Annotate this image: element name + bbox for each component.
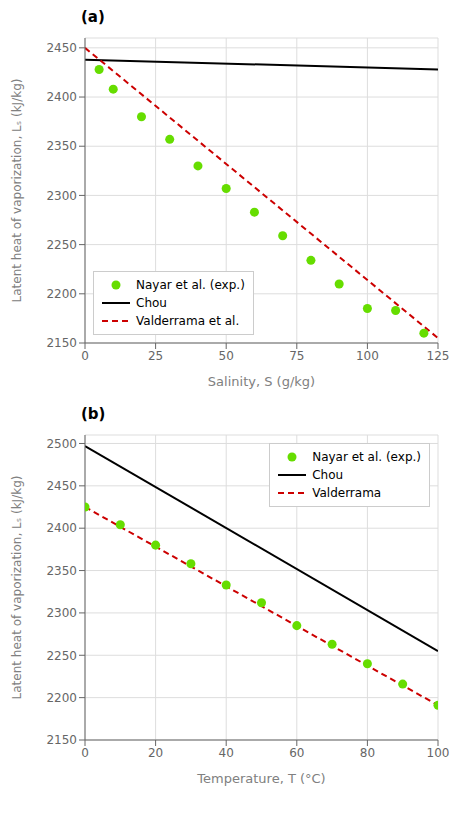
html-text:Valderrama et al.: Valderrama et al. — [136, 314, 240, 328]
svg-text:2150: 2150 — [46, 336, 77, 350]
svg-text:2250: 2250 — [46, 649, 77, 663]
svg-text:0: 0 — [81, 746, 89, 760]
svg-text:80: 80 — [360, 746, 375, 760]
svg-text:40: 40 — [219, 746, 234, 760]
svg-text:2450: 2450 — [46, 41, 77, 55]
svg-text:2300: 2300 — [46, 606, 77, 620]
svg-text:2400: 2400 — [46, 90, 77, 104]
html-text:Chou: Chou — [136, 296, 167, 310]
svg-text:20: 20 — [148, 746, 163, 760]
svg-text:2500: 2500 — [46, 437, 77, 451]
svg-text:2450: 2450 — [46, 479, 77, 493]
html-text:(a): (a) — [81, 8, 105, 26]
svg-text:100: 100 — [356, 349, 379, 363]
svg-text:Latent heat of vaporization, L: Latent heat of vaporization, Lₛ (kJ/kg) — [10, 476, 24, 700]
svg-text:2250: 2250 — [46, 238, 77, 252]
svg-text:50: 50 — [219, 349, 234, 363]
svg-text:25: 25 — [148, 349, 163, 363]
svg-text:2200: 2200 — [46, 287, 77, 301]
svg-text:2150: 2150 — [46, 733, 77, 747]
html-text:Nayar et al. (exp.): Nayar et al. (exp.) — [136, 278, 245, 292]
svg-text:Latent heat of vaporization, L: Latent heat of vaporization, Lₛ (kJ/kg) — [10, 79, 24, 303]
svg-text:2300: 2300 — [46, 189, 77, 203]
svg-text:100: 100 — [427, 746, 450, 760]
svg-text:2350: 2350 — [46, 564, 77, 578]
svg-text:2200: 2200 — [46, 691, 77, 705]
svg-text:0: 0 — [81, 349, 89, 363]
html-text:Chou: Chou — [312, 468, 344, 482]
svg-text:60: 60 — [289, 746, 304, 760]
svg-text:125: 125 — [427, 349, 450, 363]
html-text:(b): (b) — [81, 405, 106, 423]
svg-text:Salinity, S (g/kg): Salinity, S (g/kg) — [208, 374, 315, 389]
svg-text:2400: 2400 — [46, 521, 77, 535]
svg-text:2350: 2350 — [46, 139, 77, 153]
html-text:Valderrama: Valderrama — [312, 486, 382, 500]
html-text:Nayar et al. (exp.): Nayar et al. (exp.) — [312, 450, 421, 464]
svg-text:75: 75 — [289, 349, 304, 363]
svg-text:Temperature, T (°C): Temperature, T (°C) — [196, 771, 325, 786]
